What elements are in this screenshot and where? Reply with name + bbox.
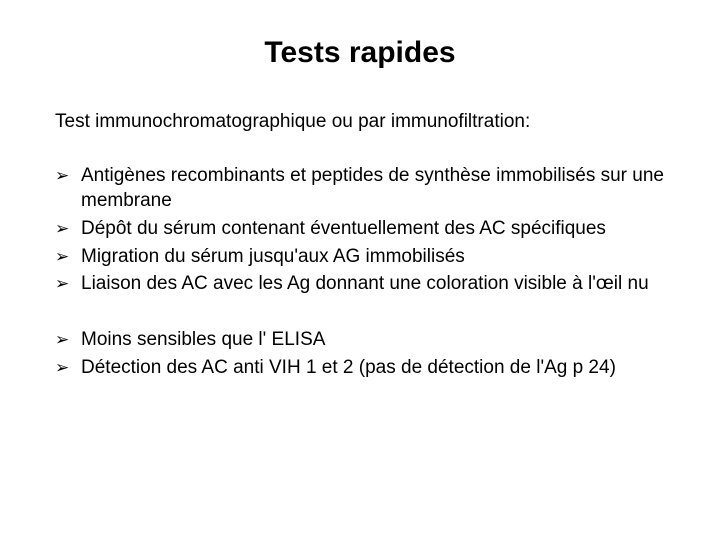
list-item: ➢ Moins sensibles que l' ELISA <box>55 327 665 353</box>
bullet-text: Antigènes recombinants et peptides de sy… <box>81 165 664 212</box>
bullet-group-2: ➢ Moins sensibles que l' ELISA ➢ Détecti… <box>55 327 665 380</box>
bullet-icon: ➢ <box>55 163 69 189</box>
list-item: ➢ Antigènes recombinants et peptides de … <box>55 163 665 214</box>
slide-title: Tests rapides <box>55 36 665 70</box>
bullet-icon: ➢ <box>55 216 69 242</box>
list-item: ➢ Détection des AC anti VIH 1 et 2 (pas … <box>55 355 665 381</box>
bullet-icon: ➢ <box>55 244 69 270</box>
bullet-text: Migration du sérum jusqu'aux AG immobili… <box>81 246 465 267</box>
bullet-text: Détection des AC anti VIH 1 et 2 (pas de… <box>81 357 616 378</box>
bullet-text: Moins sensibles que l' ELISA <box>81 329 325 350</box>
bullet-icon: ➢ <box>55 355 69 381</box>
bullet-icon: ➢ <box>55 271 69 297</box>
list-item: ➢ Dépôt du sérum contenant éventuellemen… <box>55 216 665 242</box>
bullet-group-1: ➢ Antigènes recombinants et peptides de … <box>55 163 665 297</box>
slide: Tests rapides Test immunochromatographiq… <box>0 0 720 540</box>
bullet-text: Liaison des AC avec les Ag donnant une c… <box>81 273 649 294</box>
list-item: ➢ Liaison des AC avec les Ag donnant une… <box>55 271 665 297</box>
list-item: ➢ Migration du sérum jusqu'aux AG immobi… <box>55 244 665 270</box>
bullet-icon: ➢ <box>55 327 69 353</box>
bullet-text: Dépôt du sérum contenant éventuellement … <box>81 218 606 239</box>
slide-subtitle: Test immunochromatographique ou par immu… <box>55 110 665 135</box>
